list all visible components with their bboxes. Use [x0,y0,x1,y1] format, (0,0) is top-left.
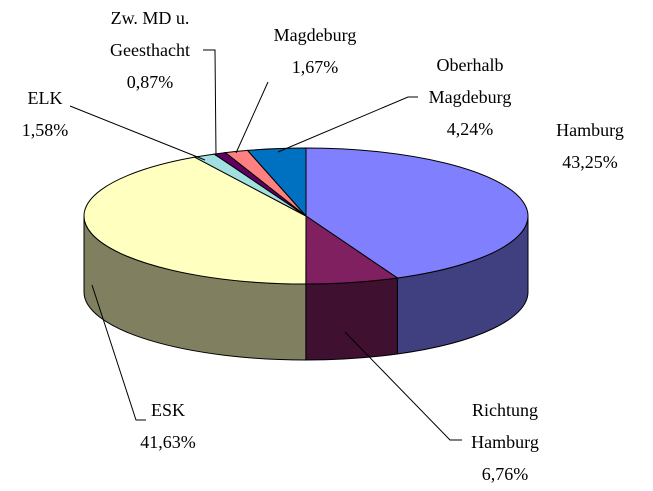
leader-line [277,96,418,153]
category-label: Magdeburg [273,25,357,45]
value-label: 0,87% [126,72,174,92]
data-label: Oberhalb Magdeburg 4,24% [420,49,520,145]
leader-line [235,81,269,154]
slice [83,156,307,285]
value-label: 4,24% [446,119,494,139]
value-label: 43,25% [562,152,618,172]
leader-line [344,331,462,441]
data-label: ELK 1,58% [15,82,75,146]
category-label: Richtung Hamburg [471,400,539,452]
value-label: 1,58% [21,120,69,140]
slice-side [305,277,398,361]
value-label: 6,76% [481,464,529,484]
data-label: Hamburg 43,25% [535,114,645,178]
leader-line [91,284,146,421]
data-label: Zw. MD u. Geesthacht 0,87% [95,2,205,98]
data-label: ESK 41,63% [128,394,208,458]
category-label: Hamburg [556,120,624,140]
category-label: ESK [150,400,185,420]
leader-line [203,49,217,157]
leader-line [69,105,206,161]
data-label: Magdeburg 1,67% [260,19,370,83]
slice [305,147,529,279]
value-label: 41,63% [140,432,196,452]
category-label: Oberhalb Magdeburg [428,55,512,107]
slice [246,147,307,218]
value-label: 1,67% [291,57,339,77]
category-label: Zw. MD u. Geesthacht [110,8,190,60]
data-label: Richtung Hamburg 6,76% [458,394,553,490]
category-label: ELK [27,88,63,108]
